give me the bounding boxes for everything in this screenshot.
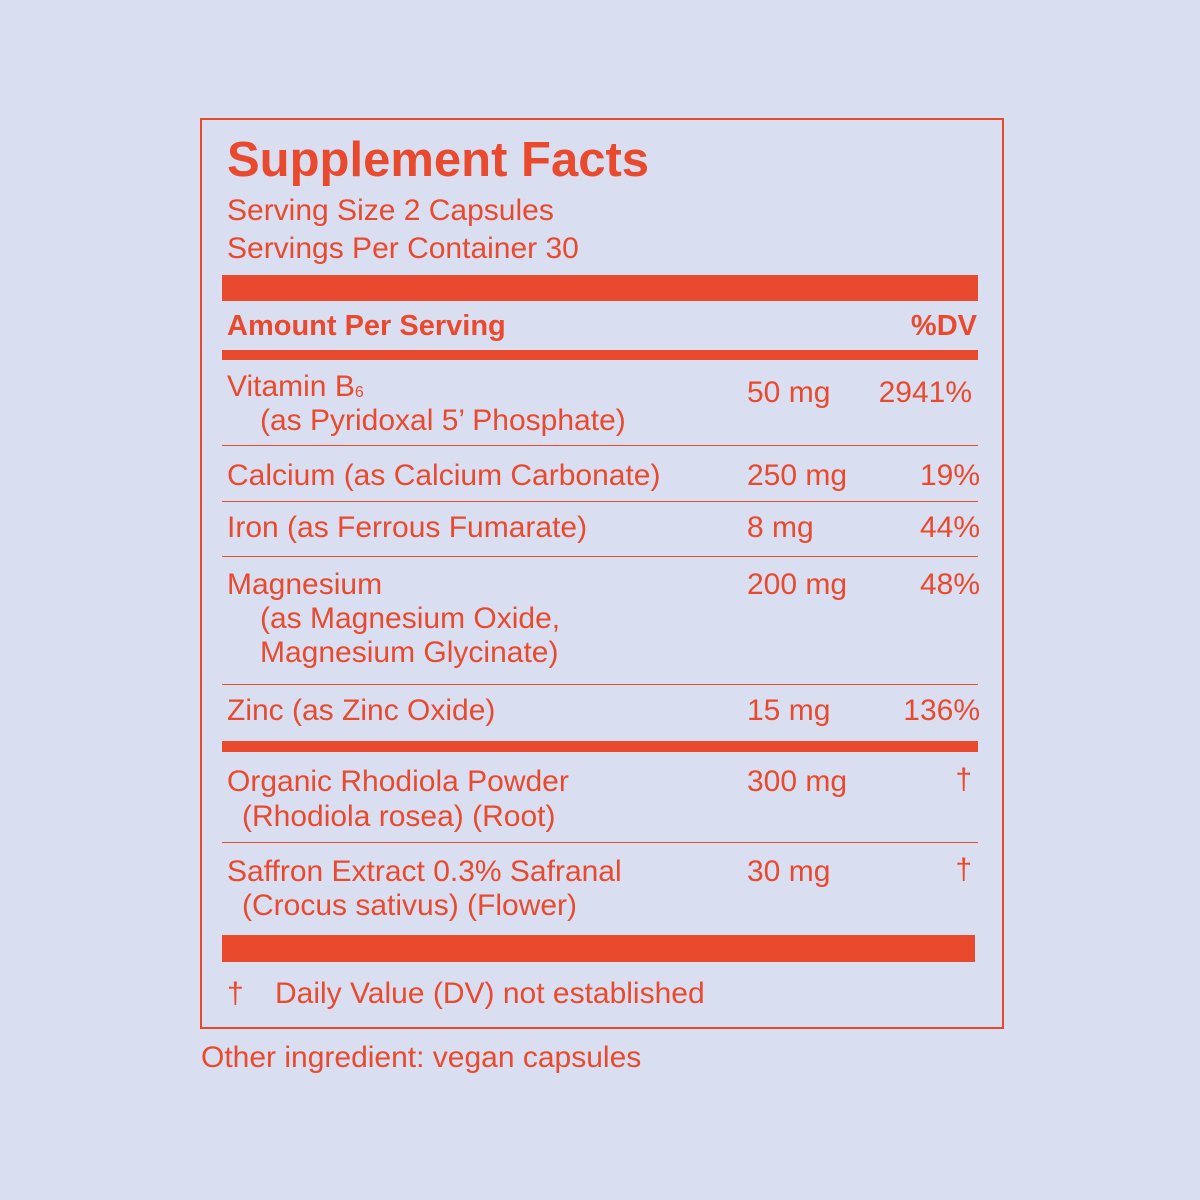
- supplement-facts-panel: Supplement Facts Serving Size 2 Capsules…: [200, 118, 1004, 1029]
- other-ingredients: Other ingredient: vegan capsules: [201, 1041, 642, 1074]
- row-divider: [222, 842, 978, 843]
- nutrient-source-cont: Magnesium Glycinate): [260, 636, 559, 669]
- nutrient-dv: 44%: [919, 511, 980, 544]
- nutrient-amount: 250 mg: [747, 459, 848, 492]
- footnote-text: Daily Value (DV) not established: [275, 977, 705, 1010]
- dv-footnote: † Daily Value (DV) not established: [227, 976, 705, 1012]
- dv-header-label: %DV: [910, 310, 977, 342]
- botanical-name: Saffron Extract 0.3% Safranal: [227, 855, 622, 888]
- nutrient-name: Magnesium: [227, 568, 383, 601]
- servings-per-container: Servings Per Container 30: [227, 232, 579, 265]
- botanical-source: (Crocus sativus) (Flower): [242, 889, 578, 922]
- thick-divider-bottom: [222, 935, 975, 962]
- botanical-name: Organic Rhodiola Powder: [227, 765, 569, 798]
- botanical-amount: 300 mg: [747, 765, 848, 798]
- serving-size: Serving Size 2 Capsules: [227, 194, 554, 227]
- nutrient-name: Zinc (as Zinc Oxide): [227, 694, 496, 727]
- botanical-source: (Rhodiola rosea) (Root): [242, 800, 556, 833]
- botanical-dv: †: [955, 763, 972, 796]
- nutrient-amount: 8 mg: [747, 511, 814, 544]
- botanical-amount: 30 mg: [747, 855, 831, 888]
- dagger-symbol: †: [227, 977, 244, 1010]
- medium-divider-2: [222, 741, 978, 752]
- nutrient-name: Calcium (as Calcium Carbonate): [227, 459, 661, 492]
- row-divider: [222, 445, 978, 446]
- medium-divider: [222, 350, 978, 360]
- nutrient-dv: 48%: [919, 568, 980, 601]
- nutrient-source: (as Magnesium Oxide,: [260, 602, 561, 635]
- nutrient-amount: 15 mg: [747, 694, 831, 727]
- thick-divider-top: [222, 275, 978, 301]
- nutrient-source: (as Pyridoxal 5’ Phosphate): [260, 404, 626, 437]
- nutrient-amount: 50 mg: [747, 376, 831, 409]
- amount-per-serving-label: Amount Per Serving: [227, 310, 506, 342]
- nutrient-amount: 200 mg: [747, 568, 848, 601]
- facts-title: Supplement Facts: [227, 133, 650, 187]
- nutrient-dv: 2941%: [878, 376, 972, 409]
- amount-header-row: Amount Per Serving %DV: [227, 306, 977, 346]
- botanical-dv: †: [955, 853, 972, 886]
- nutrient-name: Vitamin B6: [227, 370, 364, 403]
- row-divider: [222, 684, 978, 685]
- row-divider: [222, 556, 978, 557]
- row-divider: [222, 501, 978, 502]
- nutrient-name: Iron (as Ferrous Fumarate): [227, 511, 588, 544]
- nutrient-dv: 136%: [903, 694, 980, 727]
- nutrient-subscript: 6: [354, 384, 364, 401]
- nutrient-dv: 19%: [919, 459, 980, 492]
